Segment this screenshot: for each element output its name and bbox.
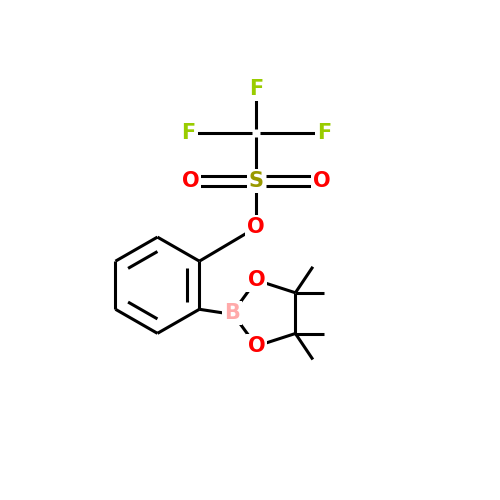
- Text: O: O: [182, 172, 199, 192]
- Text: F: F: [249, 79, 264, 99]
- Text: O: O: [248, 270, 265, 290]
- Text: O: O: [314, 172, 331, 192]
- Text: O: O: [248, 218, 265, 238]
- Text: S: S: [249, 172, 264, 192]
- Text: O: O: [248, 336, 265, 356]
- Text: B: B: [224, 303, 240, 323]
- Text: F: F: [317, 123, 331, 143]
- Text: F: F: [182, 123, 196, 143]
